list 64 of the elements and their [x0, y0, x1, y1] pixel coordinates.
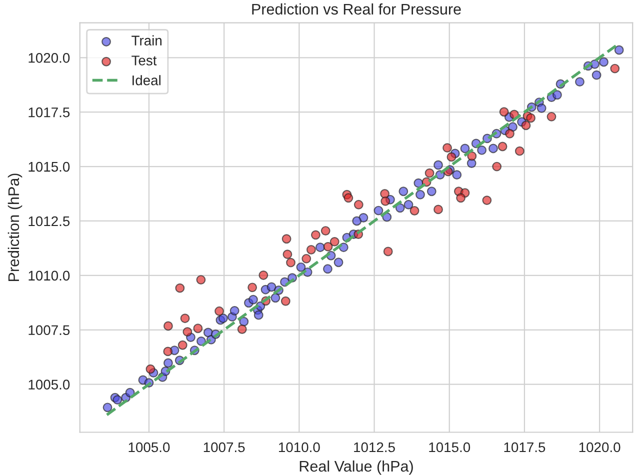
point [282, 234, 292, 244]
point [514, 146, 524, 156]
point [424, 168, 434, 178]
point [456, 193, 466, 203]
y-tick-label: 1012.5 [28, 216, 70, 226]
point [410, 206, 420, 216]
point [446, 152, 456, 162]
point [323, 242, 333, 252]
point [499, 107, 509, 117]
x-tick-label: 1017.5 [504, 442, 546, 452]
y-tick-label: 1017.5 [28, 107, 70, 118]
point [442, 143, 452, 153]
legend-label: Ideal [132, 75, 160, 86]
point [546, 112, 556, 122]
point [610, 64, 620, 74]
legend-label: Test [132, 56, 157, 66]
point [178, 340, 188, 350]
y-axis-title: Prediction (hPa) [8, 174, 22, 282]
x-tick-label: 1015.0 [429, 442, 470, 452]
point [286, 258, 296, 268]
point [505, 128, 514, 138]
point [306, 245, 316, 254]
point [258, 270, 268, 280]
x-axis-title: Real Value (hPa) [300, 460, 413, 475]
point [302, 254, 312, 264]
point [146, 364, 156, 374]
point [380, 196, 390, 206]
point [434, 204, 443, 214]
point [330, 236, 340, 246]
point [280, 296, 290, 306]
point [344, 193, 354, 203]
point [193, 324, 203, 334]
point [175, 283, 185, 293]
point [282, 250, 292, 260]
point [383, 246, 393, 256]
y-tick-label: 1007.5 [28, 325, 70, 336]
y-tick-label: 1010.0 [28, 270, 70, 281]
point [354, 200, 364, 210]
point [163, 346, 173, 356]
x-tick-label: 1012.5 [354, 442, 395, 452]
x-tick-label: 1005.0 [128, 442, 170, 452]
point [320, 226, 330, 236]
point [214, 306, 224, 316]
x-tick-label: 1020.0 [579, 442, 620, 452]
point [310, 230, 320, 240]
point [482, 196, 492, 206]
y-tick-label: 1020.0 [28, 52, 70, 63]
point [521, 120, 531, 130]
point [492, 162, 502, 172]
point [498, 142, 508, 152]
point [526, 113, 536, 123]
chart-title: Prediction vs Real for Pressure [252, 3, 461, 15]
point [182, 327, 192, 337]
point [196, 275, 206, 285]
point [248, 282, 258, 292]
legend-label: Train [132, 35, 162, 46]
y-tick-label: 1005.0 [28, 380, 70, 390]
y-tick-label: 1015.0 [28, 162, 70, 172]
x-tick-label: 1007.5 [204, 442, 245, 452]
point [163, 321, 173, 331]
point [237, 324, 247, 334]
point [180, 314, 190, 324]
x-tick-label: 1010.0 [278, 442, 320, 452]
point [467, 151, 477, 161]
